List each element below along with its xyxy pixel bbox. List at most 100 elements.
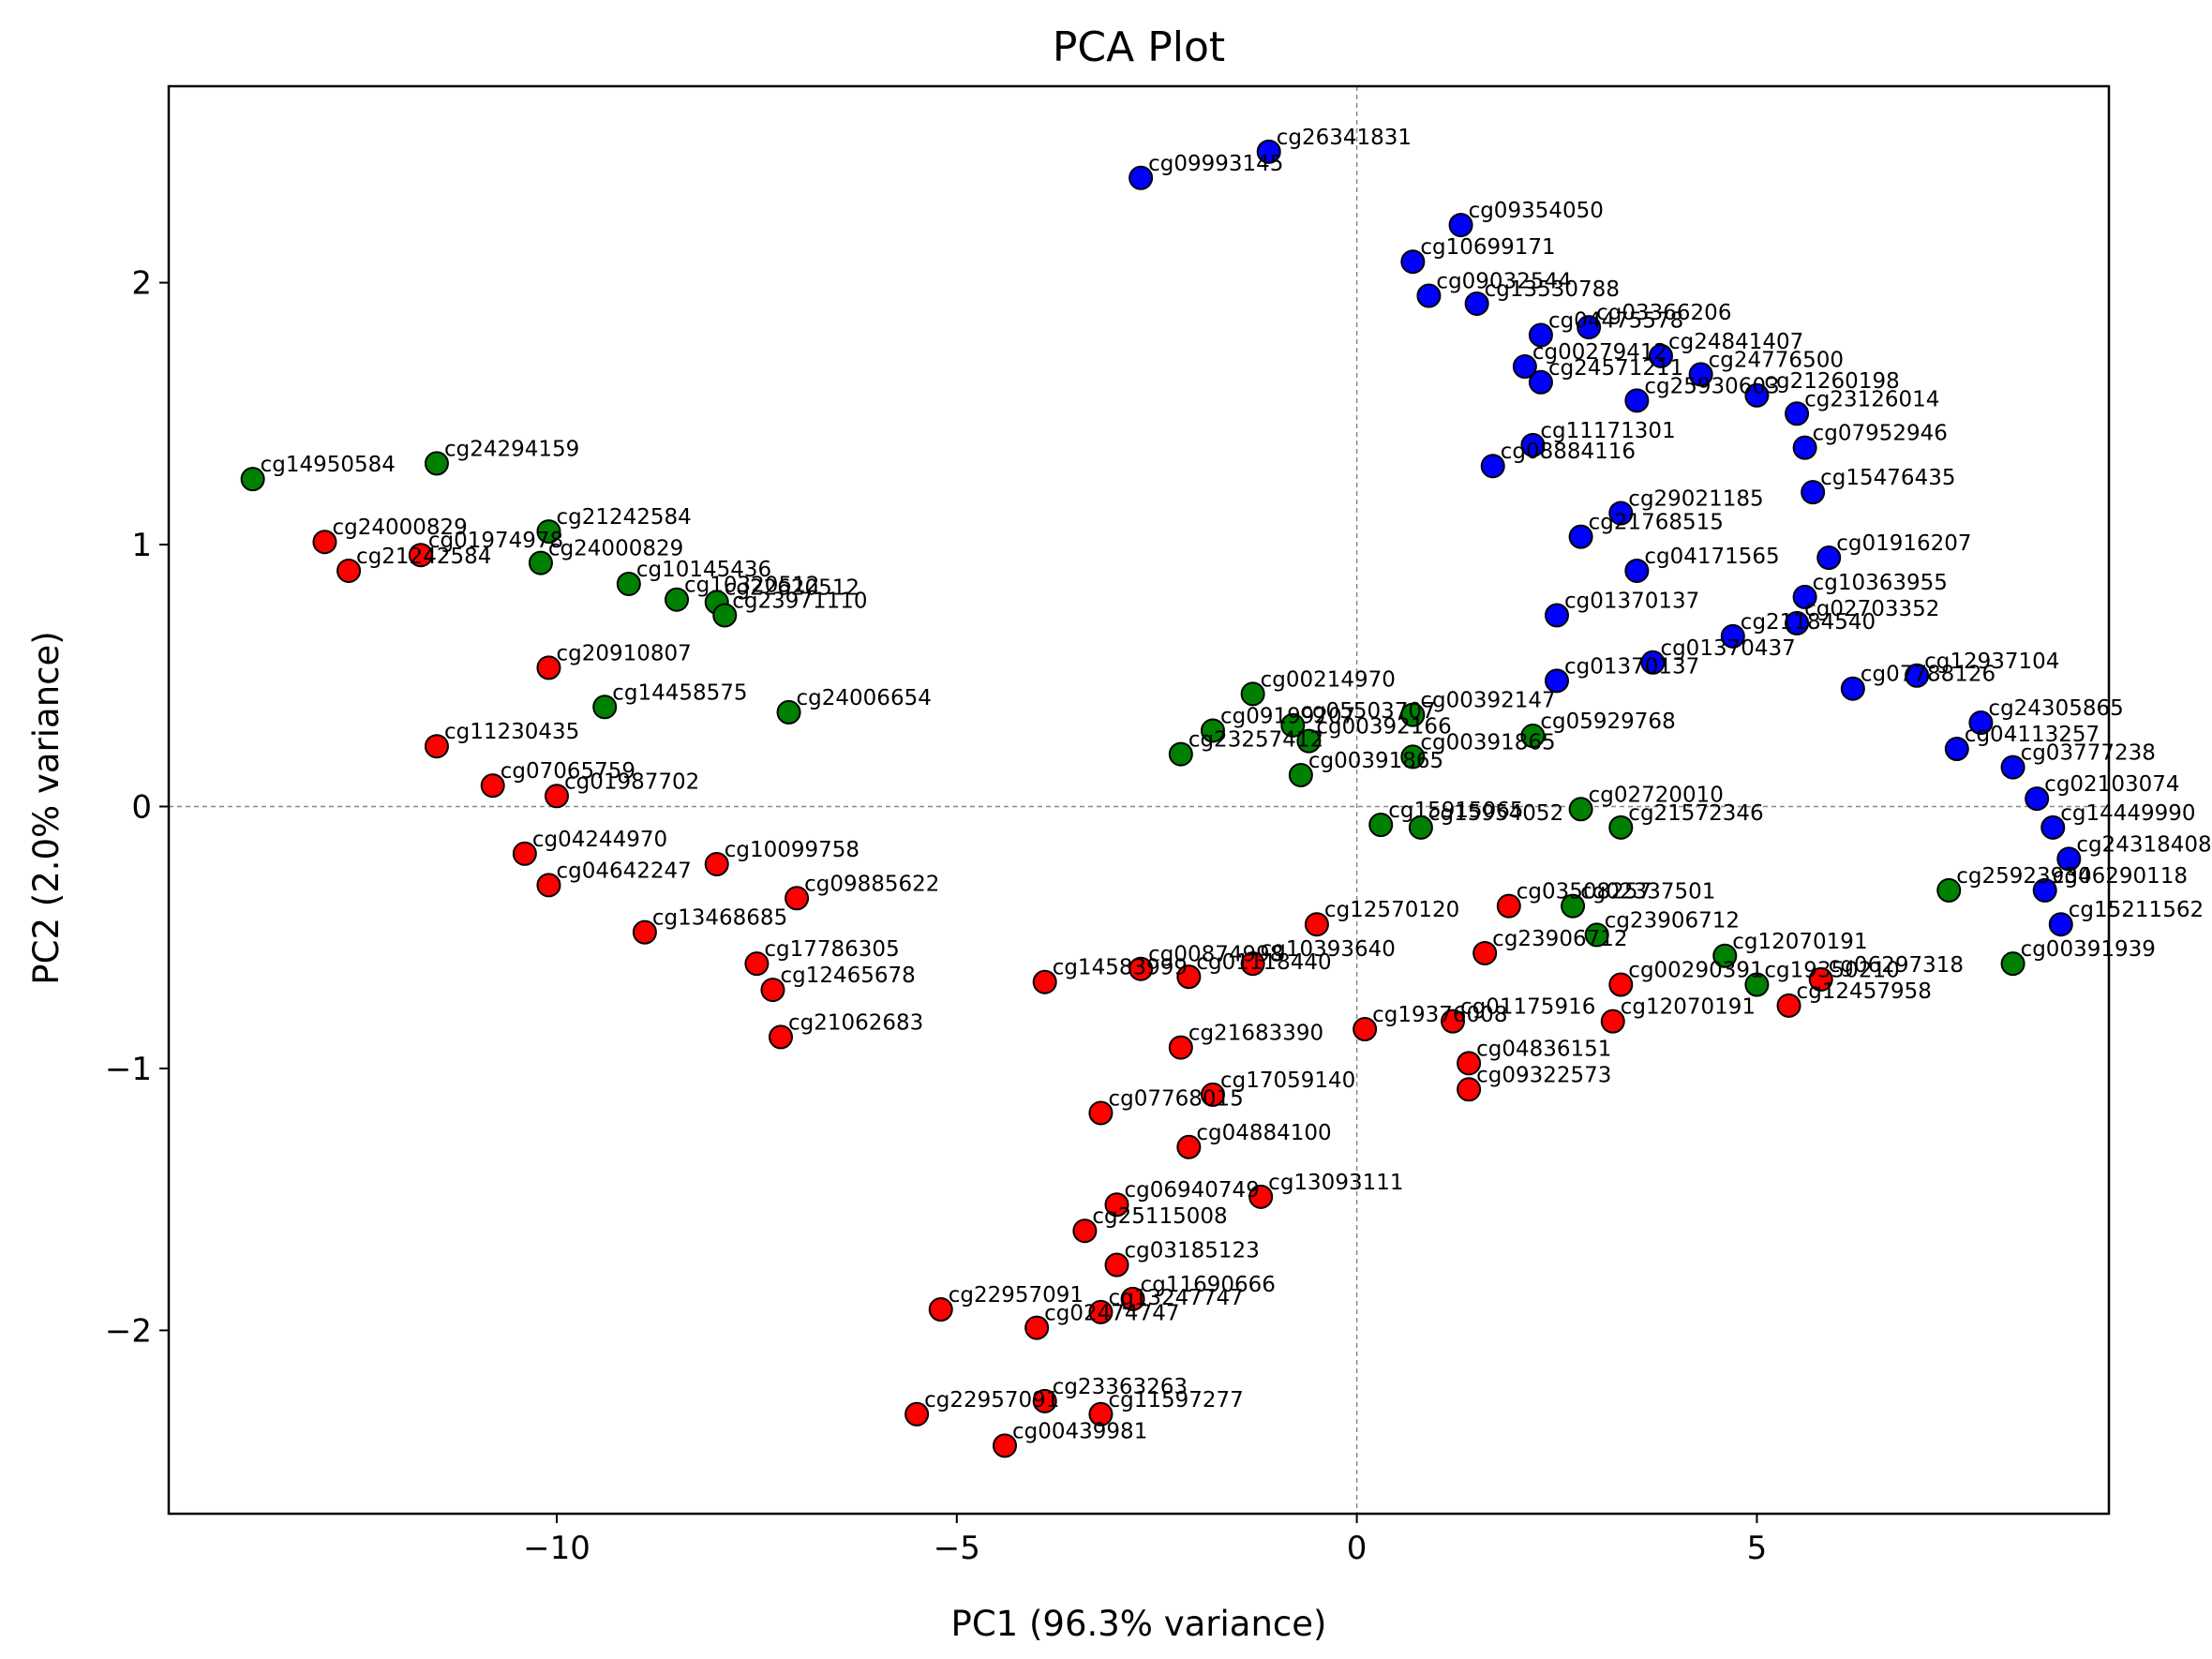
green-scatter-point xyxy=(1288,762,1313,787)
point-label: cg01118440 xyxy=(1196,950,1331,975)
blue-scatter-point xyxy=(2025,786,2050,812)
blue-scatter-point xyxy=(2032,877,2057,903)
point-label: cg23126014 xyxy=(1804,387,1939,411)
blue-scatter-point xyxy=(1968,710,1994,736)
red-scatter-point xyxy=(1457,1051,1482,1076)
point-label: cg11597277 xyxy=(1108,1388,1243,1412)
point-label: cg24318408 xyxy=(2076,832,2211,857)
scatter-points xyxy=(240,139,2082,1458)
point-label: cg11690666 xyxy=(1141,1273,1276,1297)
red-scatter-point xyxy=(1457,1077,1482,1102)
point-label: cg01370137 xyxy=(1564,654,1699,679)
point-label: cg01370137 xyxy=(1564,589,1699,613)
green-scatter-point xyxy=(1168,741,1193,767)
y-axis-ticks: −2 −1 0 1 2 xyxy=(105,265,169,1350)
point-label: cg19350210 xyxy=(1764,959,1899,983)
point-label: cg15915065 xyxy=(1388,799,1523,823)
point-label: cg22957091 xyxy=(924,1388,1059,1412)
blue-scatter-point xyxy=(1648,343,1673,368)
blue-scatter-point xyxy=(1528,369,1553,395)
blue-scatter-point xyxy=(1816,546,1842,571)
point-label: cg23971110 xyxy=(732,589,867,613)
blue-scatter-point xyxy=(1528,322,1553,348)
green-scatter-point xyxy=(712,603,738,628)
point-label: cg07768015 xyxy=(1108,1086,1243,1111)
point-label: cg01987702 xyxy=(564,770,699,794)
red-scatter-point xyxy=(424,734,449,759)
point-labels: cg20910807 cg11230435 cg07065759cg01987702… xyxy=(261,126,2212,1443)
blue-scatter-point xyxy=(1464,291,1489,316)
point-label: cg00439981 xyxy=(1012,1419,1147,1443)
blue-scatter-point xyxy=(1480,454,1505,479)
red-scatter-point xyxy=(744,951,770,977)
point-label: cg21184540 xyxy=(1741,610,1876,635)
blue-scatter-point xyxy=(1840,676,1865,701)
blue-scatter-point xyxy=(1608,501,1634,526)
blue-scatter-point xyxy=(2048,912,2073,937)
point-label: cg00214970 xyxy=(1261,667,1396,692)
point-label: cg15476435 xyxy=(1820,466,1955,490)
point-label: cg24000829 xyxy=(548,537,683,561)
red-scatter-point xyxy=(1088,1299,1113,1324)
point-label: cg10145436 xyxy=(636,558,771,582)
y-tick-label: 0 xyxy=(131,788,152,826)
blue-scatter-point xyxy=(1792,584,1817,609)
point-label: cg10363955 xyxy=(1813,571,1948,595)
green-scatter-point xyxy=(1712,943,1738,968)
point-label: cg04884100 xyxy=(1196,1121,1331,1145)
point-label: cg08884116 xyxy=(1501,440,1636,464)
point-label: cg00392147 xyxy=(1420,689,1555,713)
point-label: cg21242584 xyxy=(356,545,491,569)
green-scatter-point xyxy=(1368,813,1394,838)
point-label: cg03366206 xyxy=(1596,301,1731,325)
point-label: cg04642247 xyxy=(556,859,691,883)
point-label: cg00392166 xyxy=(1316,715,1451,740)
red-scatter-point xyxy=(1200,1082,1225,1107)
point-label: cg14449990 xyxy=(2060,801,2195,826)
point-label: cg22620512 xyxy=(725,576,859,601)
point-label: cg06297318 xyxy=(1829,953,1964,978)
red-scatter-point xyxy=(1496,893,1521,919)
point-label: cg03185123 xyxy=(1125,1239,1260,1263)
red-scatter-point xyxy=(1776,993,1801,1018)
blue-scatter-point xyxy=(1512,354,1537,380)
red-scatter-point xyxy=(1032,969,1057,994)
point-label: cg02337501 xyxy=(1580,880,1715,904)
green-scatter-point xyxy=(1296,728,1322,754)
x-tick-label: 0 xyxy=(1347,1530,1368,1567)
point-label: cg12457958 xyxy=(1797,979,1932,1004)
point-label: cg21242584 xyxy=(556,505,691,530)
point-label: cg04244970 xyxy=(532,828,667,852)
blue-scatter-point xyxy=(1785,610,1810,635)
red-scatter-point xyxy=(1248,1184,1274,1209)
blue-scatter-point xyxy=(1128,165,1154,190)
point-label: cg22957091 xyxy=(949,1283,1084,1308)
point-label: cg02103074 xyxy=(2044,772,2179,797)
green-scatter-point xyxy=(1400,744,1426,770)
point-label: cg09354050 xyxy=(1469,199,1604,223)
blue-scatter-point xyxy=(2000,755,2025,780)
blue-scatter-point xyxy=(1640,650,1666,675)
point-label: cg00279412 xyxy=(1532,340,1667,365)
point-label: cg15211562 xyxy=(2069,898,2204,922)
red-scatter-point xyxy=(1176,1134,1202,1159)
point-label: cg00391865 xyxy=(1308,749,1443,773)
point-label: cg12070191 xyxy=(1732,930,1867,954)
red-scatter-point xyxy=(1353,1017,1378,1042)
point-label: cg25930603 xyxy=(1644,374,1779,398)
y-axis-label: PC2 (2.0% variance) xyxy=(26,631,67,984)
blue-scatter-point xyxy=(1744,382,1770,408)
point-label: cg09032544 xyxy=(1436,270,1571,294)
green-scatter-point xyxy=(1744,972,1770,997)
red-scatter-point xyxy=(904,1401,930,1427)
reference-lines xyxy=(169,86,2109,1514)
point-label: cg21683390 xyxy=(1188,1022,1323,1046)
point-label: cg17786305 xyxy=(764,937,899,962)
point-label: cg21572346 xyxy=(1628,801,1763,826)
point-label: cg02720010 xyxy=(1589,783,1724,807)
point-label: cg24000829 xyxy=(332,516,467,540)
point-label: cg24776500 xyxy=(1709,348,1844,372)
red-scatter-point xyxy=(632,919,657,945)
red-scatter-point xyxy=(536,873,561,898)
point-label: cg21260198 xyxy=(1764,369,1899,394)
